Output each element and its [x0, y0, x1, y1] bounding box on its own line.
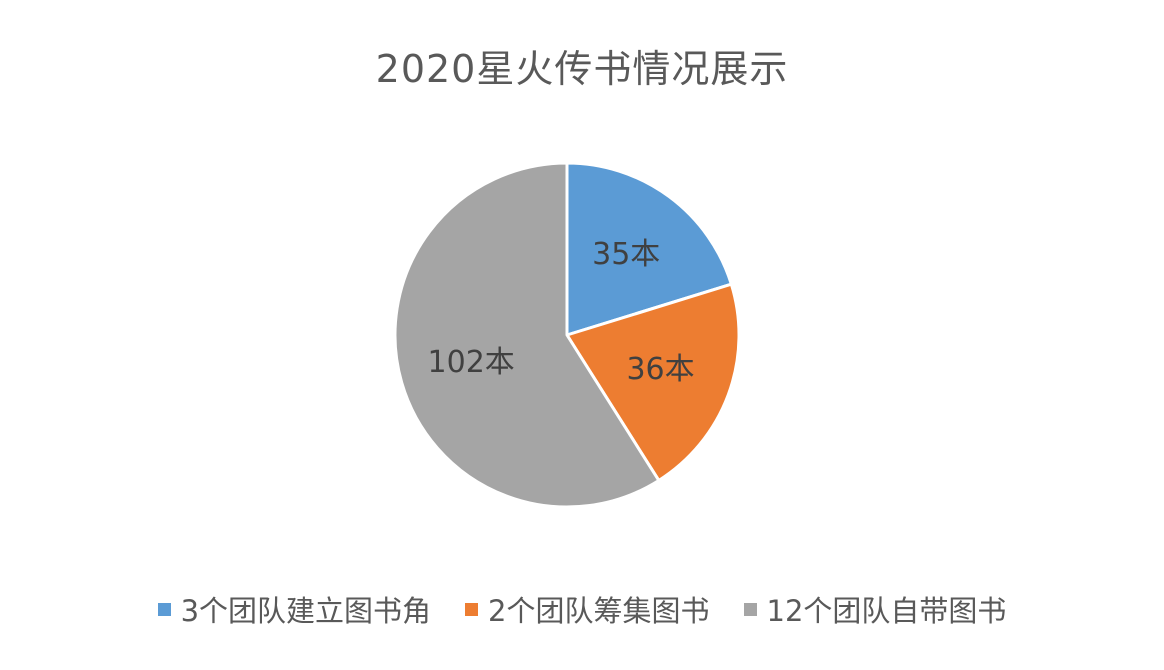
legend-swatch-1: [465, 602, 479, 616]
legend: 3个团队建立图书角 2个团队筹集图书 12个团队自带图书: [0, 588, 1164, 630]
legend-label-0: 3个团队建立图书角: [180, 594, 432, 628]
data-label-0: 35本: [592, 237, 660, 272]
legend-label-2: 12个团队自带图书: [766, 594, 1007, 628]
pie-labels: 35本 36本 102本: [428, 237, 695, 387]
legend-item-1: 2个团队筹集图书: [465, 588, 710, 630]
legend-item-2: 12个团队自带图书: [743, 588, 1007, 630]
data-label-2: 102本: [428, 345, 515, 380]
data-label-1: 36本: [626, 352, 694, 387]
pie-slices: [393, 161, 741, 509]
pie-slice-2: [393, 161, 661, 509]
legend-swatch-0: [157, 602, 171, 616]
chart-title: 2020星火传书情况展示: [375, 47, 789, 91]
legend-item-0: 3个团队建立图书角: [157, 588, 432, 630]
pie-slice-0: [565, 161, 733, 337]
pie-slice-1: [565, 282, 741, 482]
legend-label-1: 2个团队筹集图书: [488, 594, 710, 628]
legend-swatch-2: [743, 602, 757, 616]
